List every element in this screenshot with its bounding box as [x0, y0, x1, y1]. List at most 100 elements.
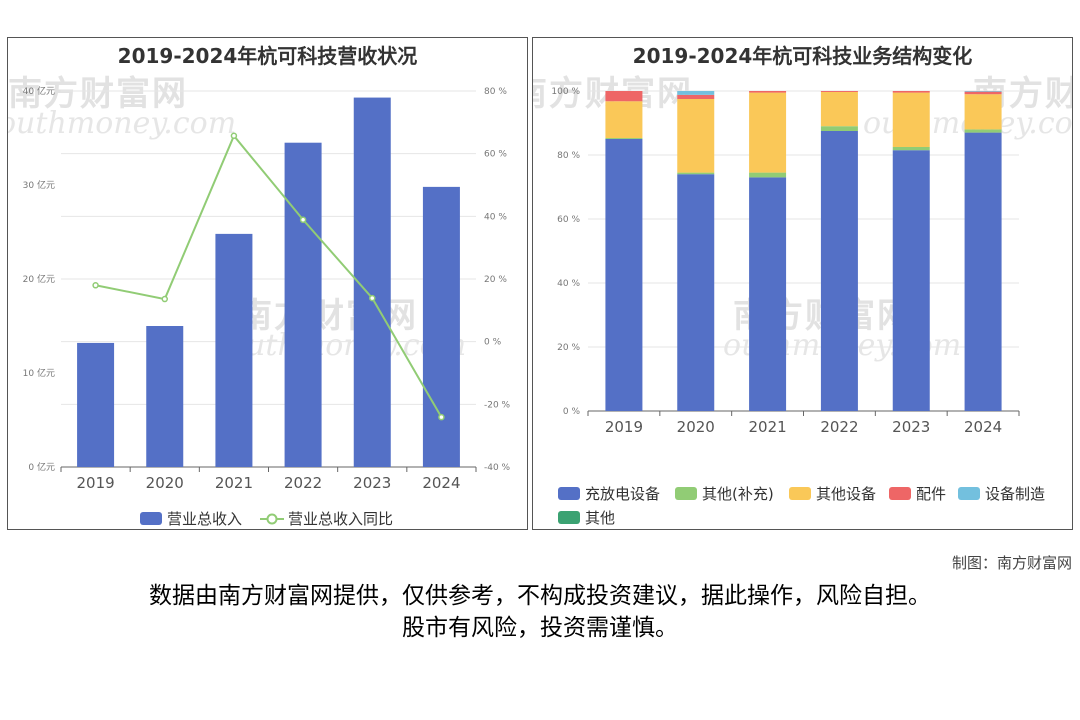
legend-swatch [140, 512, 162, 525]
y-tick-label: 20 亿元 [23, 273, 55, 285]
bar-segment [749, 172, 787, 178]
bar-segment [964, 91, 1002, 92]
legend-label: 充放电设备 [585, 485, 661, 503]
line-point [230, 132, 238, 140]
bar-segment [605, 101, 643, 139]
legend-item-charge-discharge[interactable]: 充放电设备 [558, 483, 660, 504]
bar-revenue [146, 326, 184, 467]
disclaimer-line: 股市有风险，投资需谨慎。 [402, 615, 678, 641]
y-tick-label: 40 亿元 [23, 85, 55, 97]
x-tick-label: 2021 [748, 418, 786, 436]
legend-swatch [675, 487, 697, 500]
bar-segment [820, 131, 858, 411]
bar-revenue [353, 97, 391, 467]
y-tick-label: 80 % [557, 151, 580, 161]
bar-segment [964, 132, 1002, 411]
y-right-tick-label: 80 % [484, 87, 507, 97]
x-tick-label: 2019 [76, 474, 114, 492]
legend-label: 其他(补充) [702, 485, 774, 503]
chart-legend: 充放电设备 其他(补充) 其他设备 配件 设备制造 其他 [558, 483, 1068, 528]
legend-item-other-equipment[interactable]: 其他设备 [789, 483, 876, 504]
bar-segment [892, 92, 930, 147]
disclaimer: 数据由南方财富网提供，仅供参考，不构成投资建议，据此操作，风险自担。 股市有风险… [0, 580, 1080, 644]
bar-revenue [215, 233, 253, 467]
legend-swatch [558, 511, 580, 524]
bar-revenue [284, 142, 322, 467]
legend-swatch [889, 487, 911, 500]
x-tick-label: 2022 [820, 418, 858, 436]
line-point [299, 216, 307, 224]
disclaimer-line: 数据由南方财富网提供，仅供参考，不构成投资建议，据此操作，风险自担。 [149, 583, 931, 609]
x-tick-label: 2023 [353, 474, 391, 492]
line-point [438, 413, 445, 421]
bar-segment [749, 91, 787, 93]
bar-segment [605, 138, 643, 139]
legend-swatch [958, 487, 980, 500]
bar-segment [749, 92, 787, 173]
legend-item-other[interactable]: 其他 [558, 507, 615, 528]
legend-line-icon [260, 513, 284, 525]
bar-segment [892, 91, 930, 93]
revenue-chart-svg: 0 亿元 10 亿元 20 亿元 30 亿元 40 亿元 -40 % -20 % 0 % 20 … [23, 85, 511, 492]
chart-title: 2019-2024年杭可科技业务结构变化 [632, 44, 973, 68]
legend-label: 营业总收入同比 [288, 510, 394, 528]
bar-segment [820, 91, 858, 92]
chart-credit: 制图：南方财富网 [951, 554, 1072, 572]
bar-segment [964, 94, 1002, 130]
y-tick-label: 0 % [563, 407, 581, 417]
bar-segment [605, 91, 643, 102]
y-tick-label: 40 % [557, 279, 580, 289]
line-point [92, 282, 99, 289]
bar-revenue [77, 342, 115, 467]
x-tick-label: 2024 [422, 474, 460, 492]
y-tick-label: 20 % [557, 343, 580, 353]
y-tick-label: 100 % [551, 87, 580, 97]
structure-chart-panel: 南方财富网 南方财富网 outhmoney.com 南方财富网 outhmone… [532, 37, 1073, 530]
bar-segment [964, 91, 1002, 95]
bar-segment [749, 177, 787, 411]
revenue-chart-panel: 南方财富网 outhmoney.com 南方财富网 outhmoney.com … [7, 37, 528, 530]
legend-label: 设备制造 [985, 485, 1046, 503]
y-tick-label: 10 亿元 [23, 367, 55, 379]
line-yoy [95, 133, 443, 418]
legend-item-other-supplement[interactable]: 其他(补充) [675, 483, 774, 504]
bar-segment [892, 150, 930, 411]
bar-segment [677, 91, 715, 95]
line-point [161, 295, 168, 303]
chart-title: 2019-2024年杭可科技营收状况 [117, 44, 418, 68]
legend-swatch [558, 487, 580, 500]
y-right-tick-label: -20 % [484, 400, 511, 410]
bar-segment [820, 126, 858, 131]
y-tick-label: 0 亿元 [28, 461, 55, 473]
structure-chart-svg: 0 % 20 % 40 % 60 % 80 % 100 % 2019 2020 2021 2022… [551, 87, 1020, 436]
bar-segment [964, 129, 1002, 133]
y-right-tick-label: -40 % [484, 463, 511, 473]
bar-segment [677, 174, 715, 411]
legend-item-revenue[interactable]: 营业总收入 [140, 508, 242, 529]
legend-label: 其他 [585, 509, 616, 527]
y-right-tick-label: 40 % [484, 212, 507, 222]
x-tick-label: 2023 [892, 418, 930, 436]
x-tick-label: 2022 [284, 474, 322, 492]
legend-label: 配件 [916, 485, 947, 503]
x-tick-label: 2020 [146, 474, 184, 492]
bar-segment [677, 99, 715, 173]
bar-revenue [422, 186, 460, 467]
y-tick-label: 60 % [557, 215, 580, 225]
x-tick-label: 2019 [605, 418, 643, 436]
legend-swatch [789, 487, 811, 500]
legend-item-yoy[interactable]: 营业总收入同比 [260, 508, 393, 529]
bar-segment [677, 172, 715, 175]
legend-item-equipment-manufacturing[interactable]: 设备制造 [958, 483, 1045, 504]
y-tick-label: 30 亿元 [23, 179, 55, 191]
y-right-tick-label: 0 % [484, 338, 502, 348]
bar-segment [677, 94, 715, 99]
x-tick-label: 2020 [677, 418, 715, 436]
bar-segment [605, 139, 643, 411]
legend-label: 其他设备 [816, 485, 877, 503]
line-point [369, 294, 376, 302]
x-tick-label: 2024 [964, 418, 1002, 436]
legend-item-parts[interactable]: 配件 [889, 483, 946, 504]
y-right-tick-label: 60 % [484, 150, 507, 160]
legend-label: 营业总收入 [167, 510, 243, 528]
